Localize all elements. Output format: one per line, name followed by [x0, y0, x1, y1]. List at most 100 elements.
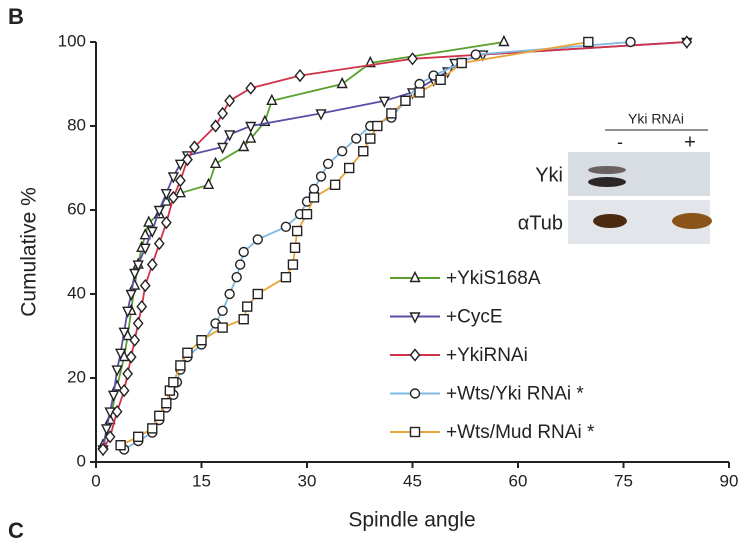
marker: [411, 428, 420, 437]
marker: [310, 185, 319, 194]
marker: [359, 147, 368, 156]
marker: [293, 227, 302, 236]
marker: [415, 88, 424, 97]
y-tick-label: 60: [67, 199, 86, 218]
marker: [123, 368, 132, 379]
lane-label: -: [617, 132, 623, 152]
marker: [148, 228, 157, 237]
marker: [236, 260, 245, 269]
x-tick-label: 90: [720, 471, 739, 490]
marker: [281, 222, 290, 231]
y-tick-label: 40: [67, 283, 86, 302]
marker: [303, 210, 312, 219]
legend-text: +CycE: [446, 307, 503, 328]
legend-text: +Wts/Mud RNAi *: [446, 422, 595, 443]
row-label: αTub: [518, 212, 563, 234]
marker: [411, 389, 420, 398]
series: [99, 37, 692, 455]
marker: [183, 348, 192, 357]
marker: [197, 336, 206, 345]
marker: [411, 350, 420, 361]
marker: [162, 217, 171, 228]
marker: [281, 273, 290, 282]
marker: [499, 37, 508, 46]
marker: [338, 79, 347, 88]
marker: [155, 238, 164, 249]
legend-text: +Wts/Yki RNAi *: [446, 384, 584, 405]
panel-label: B: [8, 4, 24, 29]
marker: [176, 175, 185, 186]
marker: [144, 217, 153, 226]
marker: [584, 38, 593, 47]
lane-label: +: [684, 131, 696, 153]
marker: [324, 159, 333, 168]
marker: [295, 70, 304, 81]
marker: [457, 59, 466, 68]
marker: [134, 432, 143, 441]
x-tick-label: 15: [192, 471, 211, 490]
marker: [253, 290, 262, 299]
blot-panel: [568, 152, 710, 196]
marker: [130, 335, 139, 346]
marker: [165, 386, 174, 395]
series-line: [103, 42, 687, 449]
marker: [246, 83, 255, 94]
marker: [109, 391, 118, 400]
blot-band: [588, 177, 626, 187]
y-tick-label: 80: [67, 115, 86, 134]
marker: [141, 230, 150, 239]
marker: [148, 259, 157, 270]
marker: [331, 180, 340, 189]
marker: [232, 273, 241, 282]
series-line: [103, 42, 687, 449]
inset: Yki RNAi - + Yki αTub: [518, 111, 712, 244]
x-tick-label: 45: [403, 471, 422, 490]
blot-band: [593, 214, 627, 228]
marker: [436, 75, 445, 84]
x-tick-label: 30: [298, 471, 317, 490]
marker: [169, 378, 178, 387]
marker: [345, 164, 354, 173]
marker: [134, 318, 143, 329]
marker: [408, 53, 417, 64]
marker: [225, 290, 234, 299]
marker: [317, 172, 326, 181]
chart: B C Spindle angle Cumulative % Yki RNAi …: [0, 0, 746, 540]
marker: [218, 323, 227, 332]
panel-label: C: [8, 518, 24, 540]
marker: [116, 441, 125, 450]
marker: [338, 147, 347, 156]
marker: [366, 134, 375, 143]
marker: [373, 122, 382, 131]
y-tick-label: 0: [77, 451, 86, 470]
y-tick-label: 100: [58, 31, 86, 50]
marker: [310, 193, 319, 202]
marker: [127, 291, 136, 300]
marker: [253, 235, 262, 244]
row-label: Yki: [535, 164, 563, 186]
marker: [387, 109, 396, 118]
marker: [155, 411, 164, 420]
marker: [239, 248, 248, 257]
marker: [169, 192, 178, 203]
marker: [218, 306, 227, 315]
marker: [471, 50, 480, 59]
marker: [288, 260, 297, 269]
marker: [148, 424, 157, 433]
x-tick-label: 60: [509, 471, 528, 490]
marker: [141, 280, 150, 291]
marker: [415, 80, 424, 89]
marker: [239, 315, 248, 324]
marker: [243, 302, 252, 311]
x-axis-label: Spindle angle: [348, 509, 475, 532]
marker: [204, 179, 213, 188]
y-tick-label: 20: [67, 367, 86, 386]
marker: [291, 243, 300, 252]
legend-text: +YkiRNAi: [446, 345, 528, 366]
marker: [352, 134, 361, 143]
inset-title: Yki RNAi: [628, 111, 684, 127]
y-axis-label: Cumulative %: [18, 187, 41, 317]
marker: [401, 96, 410, 105]
marker: [120, 385, 129, 396]
marker: [162, 399, 171, 408]
